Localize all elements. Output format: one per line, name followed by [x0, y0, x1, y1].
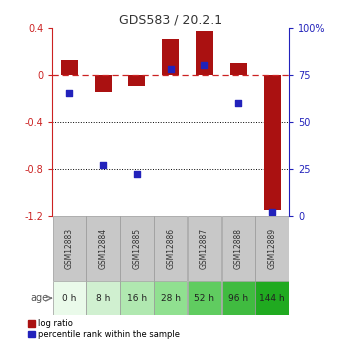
Text: 8 h: 8 h — [96, 294, 110, 303]
Title: GDS583 / 20.2.1: GDS583 / 20.2.1 — [119, 13, 222, 27]
Point — [168, 66, 173, 72]
Legend: log ratio, percentile rank within the sample: log ratio, percentile rank within the sa… — [28, 319, 180, 339]
Text: 52 h: 52 h — [194, 294, 215, 303]
Point — [236, 100, 241, 106]
Bar — [95, 75, 112, 92]
Text: 16 h: 16 h — [127, 294, 147, 303]
Text: 28 h: 28 h — [161, 294, 181, 303]
Bar — [154, 281, 187, 315]
Text: GSM12883: GSM12883 — [65, 228, 74, 269]
Bar — [256, 216, 289, 281]
Point — [100, 162, 106, 168]
Text: GSM12886: GSM12886 — [166, 228, 175, 269]
Bar — [222, 216, 255, 281]
Bar — [230, 63, 247, 75]
Bar — [188, 281, 221, 315]
Bar — [154, 216, 187, 281]
Text: GSM12885: GSM12885 — [132, 228, 141, 269]
Point — [134, 171, 140, 177]
Bar — [53, 281, 86, 315]
Text: GSM12888: GSM12888 — [234, 228, 243, 269]
Text: GSM12884: GSM12884 — [99, 228, 107, 269]
Bar — [120, 281, 153, 315]
Bar — [53, 216, 86, 281]
Bar — [128, 75, 145, 86]
Point — [269, 209, 275, 215]
Bar — [196, 31, 213, 75]
Text: 96 h: 96 h — [228, 294, 248, 303]
Bar — [61, 60, 78, 75]
Bar — [87, 216, 120, 281]
Text: age: age — [30, 293, 48, 303]
Bar — [256, 281, 289, 315]
Point — [202, 62, 207, 68]
Bar — [222, 281, 255, 315]
Bar — [120, 216, 153, 281]
Bar — [188, 216, 221, 281]
Bar — [87, 281, 120, 315]
Bar — [162, 39, 179, 75]
Text: 0 h: 0 h — [62, 294, 76, 303]
Point — [67, 91, 72, 96]
Text: GSM12887: GSM12887 — [200, 228, 209, 269]
Bar — [264, 75, 281, 210]
Text: 144 h: 144 h — [259, 294, 285, 303]
Text: GSM12889: GSM12889 — [268, 228, 276, 269]
